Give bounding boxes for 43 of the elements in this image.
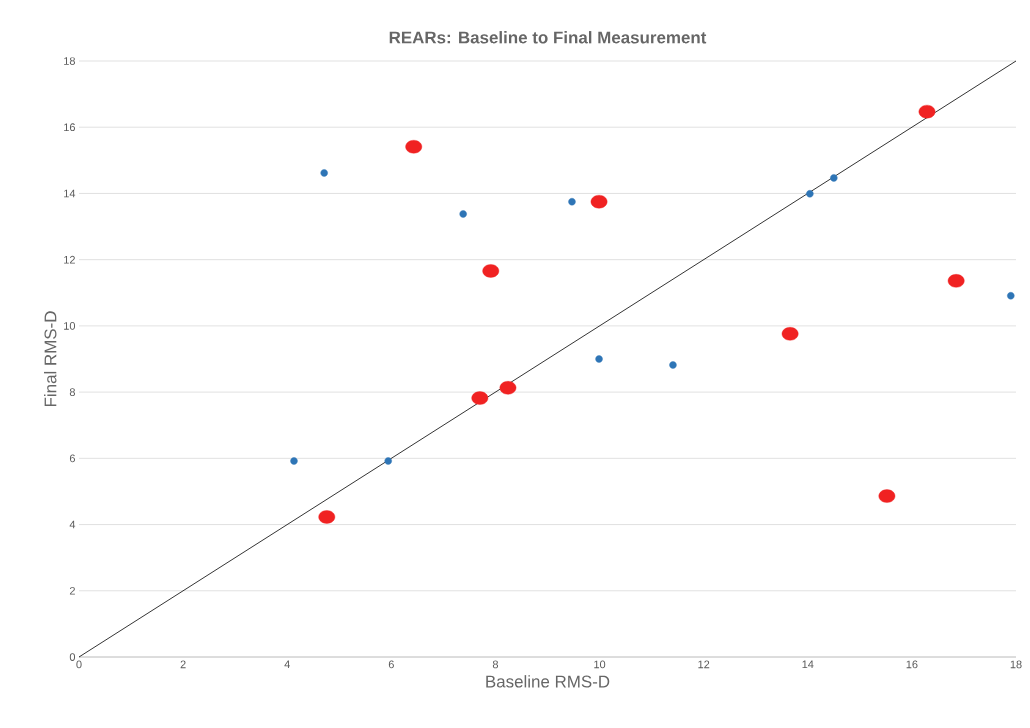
point bbox=[568, 198, 576, 206]
x-axis-title: Baseline RMS-D bbox=[486, 675, 610, 688]
y-tick-label: 0 bbox=[69, 653, 76, 661]
y-tick-label: 18 bbox=[64, 57, 75, 65]
point bbox=[459, 210, 467, 218]
point bbox=[590, 195, 608, 209]
x-tick-label: 16 bbox=[906, 660, 918, 669]
point bbox=[290, 457, 298, 465]
y-axis-title: Final RMS-D bbox=[44, 311, 57, 407]
y-tick-label: 16 bbox=[64, 123, 75, 132]
x-tick-label: 14 bbox=[802, 660, 814, 669]
x-tick-label: 2 bbox=[180, 660, 186, 669]
point bbox=[405, 140, 423, 154]
point bbox=[830, 174, 838, 182]
x-tick-label: 12 bbox=[698, 660, 710, 669]
x-tick-label: 18 bbox=[1010, 660, 1022, 669]
point bbox=[947, 274, 965, 288]
chart-title: REARs: Baseline to Final Measurement bbox=[389, 31, 707, 44]
x-tick-label: 6 bbox=[388, 660, 394, 669]
y-tick-label: 14 bbox=[64, 189, 76, 198]
point bbox=[499, 381, 517, 395]
point bbox=[806, 190, 814, 198]
y-tick-label: 10 bbox=[64, 322, 76, 330]
y-tick-label: 8 bbox=[69, 388, 75, 396]
x-tick-label: 10 bbox=[594, 660, 606, 669]
y-tick-label: 2 bbox=[69, 586, 75, 595]
point bbox=[918, 104, 936, 119]
x-tick-label: 8 bbox=[492, 660, 499, 669]
y-tick-label: 12 bbox=[64, 255, 75, 264]
point bbox=[318, 510, 336, 524]
point bbox=[1007, 292, 1015, 300]
x-tick-label: 0 bbox=[76, 660, 82, 669]
point bbox=[595, 355, 603, 363]
point bbox=[878, 489, 896, 503]
point bbox=[669, 361, 677, 369]
x-tick-label: 4 bbox=[284, 660, 290, 669]
point bbox=[384, 457, 392, 465]
y-tick-label: 4 bbox=[69, 520, 76, 529]
y-tick-label: 6 bbox=[69, 454, 75, 463]
point bbox=[471, 391, 489, 405]
point bbox=[781, 327, 799, 341]
point bbox=[482, 264, 500, 278]
point bbox=[320, 169, 328, 177]
